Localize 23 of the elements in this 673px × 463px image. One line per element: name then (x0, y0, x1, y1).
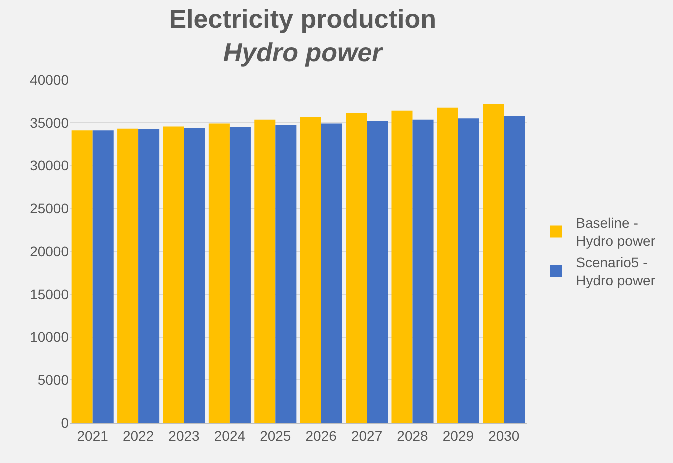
y-tick-label: 40000 (30, 72, 70, 88)
chart-subtitle: Hydro power (223, 38, 384, 68)
x-tick-label: 2028 (397, 428, 429, 444)
y-tick-label: 35000 (30, 114, 70, 131)
y-tick-label: 15000 (30, 286, 70, 302)
y-tick-label: 30000 (30, 158, 70, 174)
y-tick-label: 5000 (38, 372, 70, 388)
x-tick-label: 2027 (351, 428, 383, 444)
x-tick-label: 2030 (488, 428, 520, 444)
y-tick-label: 10000 (30, 329, 70, 346)
y-tick-label: 0 (61, 414, 70, 431)
legend-label: Scenario5 - Hydro power (576, 254, 656, 289)
legend-label: Baseline - Hydro power (576, 215, 656, 250)
x-tick-label: 2025 (260, 428, 292, 444)
x-tick-label: 2023 (168, 428, 200, 444)
x-tick-label: 2024 (214, 428, 246, 444)
x-tick-label: 2029 (442, 428, 474, 444)
y-tick-label: 25000 (30, 200, 70, 217)
x-tick-label: 2026 (306, 428, 338, 444)
x-tick-label: 2022 (122, 428, 154, 444)
x-tick-label: 2021 (77, 428, 109, 444)
y-tick-label: 20000 (30, 243, 70, 260)
chart-title: Electricity production (169, 4, 436, 34)
